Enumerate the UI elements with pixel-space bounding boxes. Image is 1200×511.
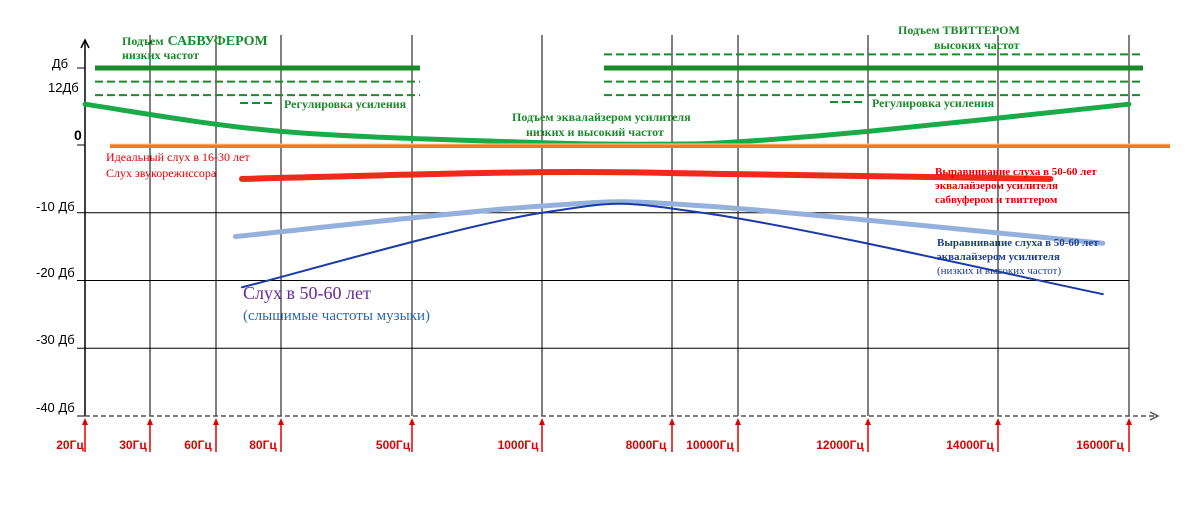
blue-eq-label-line3: (низких и высоких частот) (937, 265, 1061, 277)
x-tick-label: 30Гц (119, 438, 147, 452)
y-tick-label: -20 Дб (36, 265, 75, 280)
y-tick-label: -10 Дб (36, 199, 75, 214)
hearing-50-60-label: Слух в 50-60 лет (243, 283, 371, 303)
x-tick-label: 12000Гц (816, 438, 864, 452)
subwoofer-gain-label: Регулировка усиления (284, 97, 407, 111)
x-tick-arrowhead (278, 418, 284, 425)
eq-boost-label-line1: Подъем эквалайзером усилителя (512, 110, 691, 124)
tick-layer (77, 67, 1132, 452)
red-eq-label-line3: сабвуфером и твиттером (935, 194, 1058, 206)
x-tick-label: 80Гц (249, 438, 277, 452)
audible-frequencies-label: (слышимые частоты музыки) (243, 308, 430, 324)
x-tick-arrowhead (735, 418, 741, 425)
x-tick-arrowhead (1126, 418, 1132, 425)
x-tick-arrowhead (995, 418, 1001, 425)
x-tick-label: 10000Гц (686, 438, 734, 452)
tweeter-boost-subtitle: высоких частот (934, 38, 1020, 52)
x-tick-arrowhead (213, 418, 219, 425)
y-tick-label: 12Дб (48, 80, 79, 95)
x-tick-arrowhead (865, 418, 871, 425)
y-tick-label: Дб (52, 56, 68, 71)
x-tick-arrowhead (669, 418, 675, 425)
tweeter-gain-label: Регулировка усиления (872, 96, 995, 110)
x-tick-label: 1000Гц (498, 438, 539, 452)
x-axis-arrow (1149, 411, 1160, 421)
x-tick-label: 14000Гц (946, 438, 994, 452)
y-tick-label: -30 Дб (36, 332, 75, 347)
subwoofer-boost-subtitle: низких частот (122, 48, 199, 62)
x-tick-arrowhead (147, 418, 153, 425)
x-tick-arrowhead (409, 418, 415, 425)
tweeter-boost-title: Подъем ТВИТТЕРОМ (898, 23, 1020, 37)
subwoofer-title-big: САБВУФЕРОМ (168, 34, 268, 49)
hearing-50-60-curve (241, 202, 1104, 296)
red-equalization-curve (239, 168, 1054, 182)
lightblue-equalization-curve (233, 199, 1106, 246)
subwoofer-boost-title: Подъем САБВУФЕРОМ (122, 34, 268, 49)
grid (85, 35, 1130, 416)
red-eq-label-line1: Выравнивание слуха в 50-60 лет (935, 166, 1097, 178)
x-tick-label: 8000Гц (626, 438, 667, 452)
x-tick-arrowhead (539, 418, 545, 425)
x-tick-label: 60Гц (184, 438, 212, 452)
x-tick-label: 20Гц (56, 438, 84, 452)
y-tick-label: -40 Дб (36, 400, 75, 415)
ideal-hearing-label-line2: Слух звукорежиссора (106, 166, 217, 180)
subwoofer-title-small: Подъем (122, 34, 164, 48)
y-tick-label: 0 (74, 127, 82, 143)
x-tick-label: 16000Гц (1076, 438, 1124, 452)
blue-eq-label-line2: эквалайзером усилителя (937, 251, 1060, 263)
x-tick-arrowhead (82, 418, 88, 425)
y-axis-arrow (80, 38, 90, 49)
axes (80, 38, 1160, 421)
eq-boost-label-line2: низких и высокий частот (526, 125, 664, 139)
series-layer (82, 53, 1170, 296)
ideal-hearing-label-line1: Идеальный слух в 16-30 лет (106, 150, 250, 164)
x-tick-label: 500Гц (376, 438, 411, 452)
blue-eq-label-line1: Выравнивание слуха в 50-60 лет (937, 237, 1099, 249)
red-eq-label-line2: эквалайзером усилителя (935, 180, 1058, 192)
